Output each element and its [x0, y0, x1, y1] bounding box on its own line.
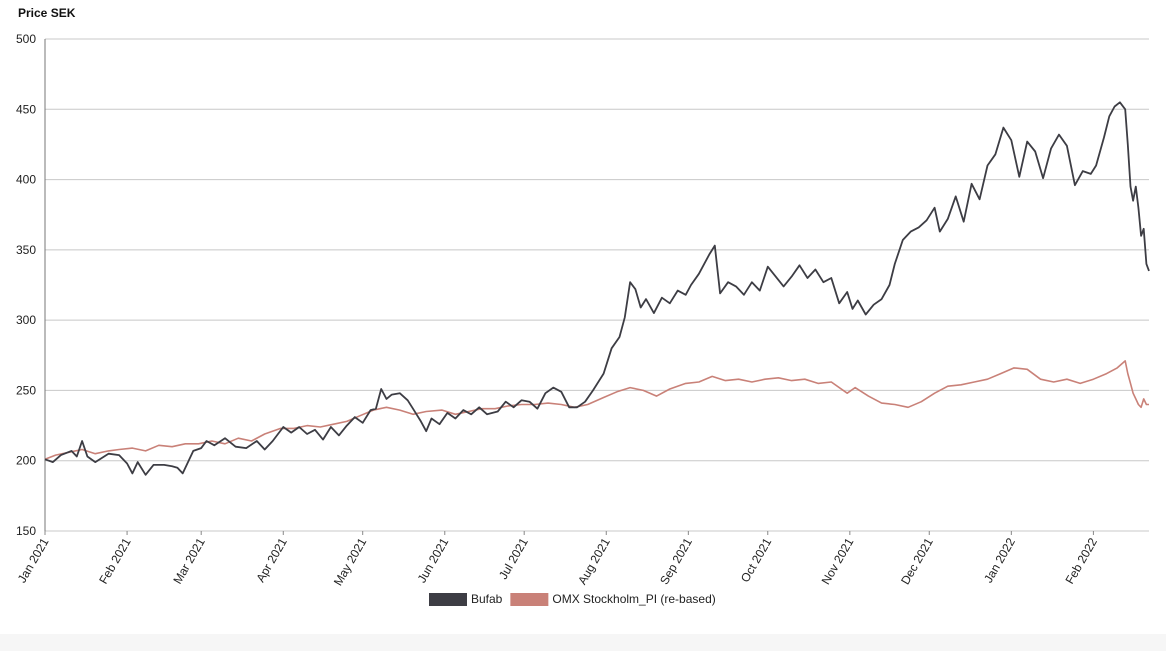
- x-tick-label: Aug 2021: [575, 535, 613, 587]
- x-tick-label: Dec 2021: [898, 535, 936, 587]
- x-tick-label: Jul 2021: [496, 535, 531, 582]
- x-tick-label: Oct 2021: [738, 535, 775, 584]
- x-tick-label: Nov 2021: [819, 535, 857, 587]
- x-tick-label: Feb 2021: [96, 535, 134, 586]
- x-axis-ticks: Jan 2021 Feb 2021 Mar 2021 Apr 2021 May 2021…: [15, 531, 1100, 588]
- series-lines: [44, 101, 1150, 476]
- x-tick-label: Feb 2022: [1063, 535, 1101, 586]
- legend-swatch: [510, 593, 549, 606]
- grid-lines: [44, 38, 1149, 532]
- series-line-bufab: [44, 101, 1150, 476]
- y-tick-label: 400: [16, 173, 36, 187]
- y-tick-label: 450: [16, 102, 36, 116]
- y-tick-label: 500: [16, 32, 36, 46]
- legend-swatch: [429, 593, 467, 606]
- x-tick-label: Apr 2021: [253, 535, 290, 584]
- legend: Bufab OMX Stockholm_PI (re-based): [429, 592, 716, 606]
- legend-label: Bufab: [471, 592, 503, 606]
- y-tick-label: 300: [16, 313, 36, 327]
- x-tick-label: May 2021: [331, 535, 370, 588]
- y-axis-title: Price SEK: [18, 6, 76, 20]
- x-tick-label: Mar 2021: [170, 535, 208, 586]
- y-tick-label: 200: [16, 454, 36, 468]
- chart-container: Price SEK 150 200 250 300 350 400 450 500 Jan 2…: [14, 6, 1150, 606]
- legend-label: OMX Stockholm_PI (re-based): [552, 592, 715, 606]
- y-tick-label: 150: [16, 524, 36, 538]
- x-tick-label: Jun 2021: [415, 535, 452, 585]
- y-axis-ticks: 150 200 250 300 350 400 450 500: [16, 32, 36, 538]
- x-tick-label: Jan 2021: [15, 535, 52, 585]
- series-line-omx-stockholm: [44, 360, 1149, 461]
- x-tick-label: Jan 2022: [981, 535, 1018, 585]
- line-chart: Price SEK 150 200 250 300 350 400 450 500 Jan 2…: [15, 6, 1150, 606]
- x-tick-label: Sep 2021: [657, 535, 695, 587]
- y-tick-label: 350: [16, 243, 36, 257]
- y-tick-label: 250: [16, 383, 36, 397]
